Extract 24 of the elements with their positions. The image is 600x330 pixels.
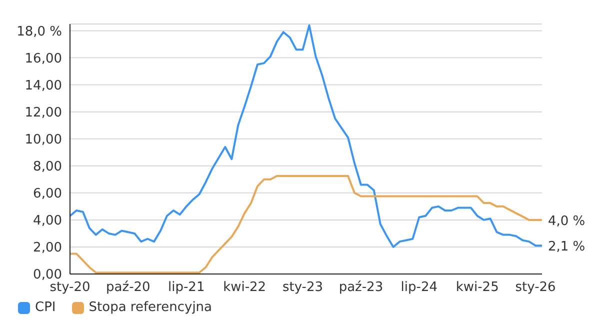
y-tick-label: 0,00	[33, 268, 62, 283]
x-tick-label: lip-24	[400, 280, 438, 296]
x-tick-label: kwi-25	[456, 280, 499, 296]
y-tick-label: 14,00	[24, 78, 62, 94]
y-tick-label: 8,00	[33, 160, 62, 175]
y-tick-label: 6,00	[33, 186, 62, 202]
x-tick-label: sty-26	[515, 280, 556, 296]
y-tick-label: 12,00	[24, 105, 62, 120]
x-tick-label: sty-23	[282, 280, 324, 296]
legend-label: Stopa referencyjna	[88, 300, 212, 315]
y-tick-label: 10,00	[24, 132, 62, 148]
x-tick-label: sty-20	[50, 280, 90, 296]
x-tick-label: paź-20	[106, 280, 150, 296]
legend-label: CPI	[35, 300, 56, 315]
y-tick-label: 4,00	[33, 214, 62, 229]
y-tick-label: 2,00	[33, 240, 62, 256]
x-tick-label: kwi-22	[223, 280, 266, 296]
y-tick-label: 18,0 %	[16, 24, 62, 40]
line-series	[70, 24, 542, 248]
y-tick-label: 16,00	[24, 51, 62, 66]
x-tick-label: lip-21	[168, 280, 205, 296]
data-label: 4,0 %	[548, 214, 586, 229]
x-tick-label: paź-23	[338, 280, 384, 296]
data-label: 2,1 %	[548, 240, 586, 255]
